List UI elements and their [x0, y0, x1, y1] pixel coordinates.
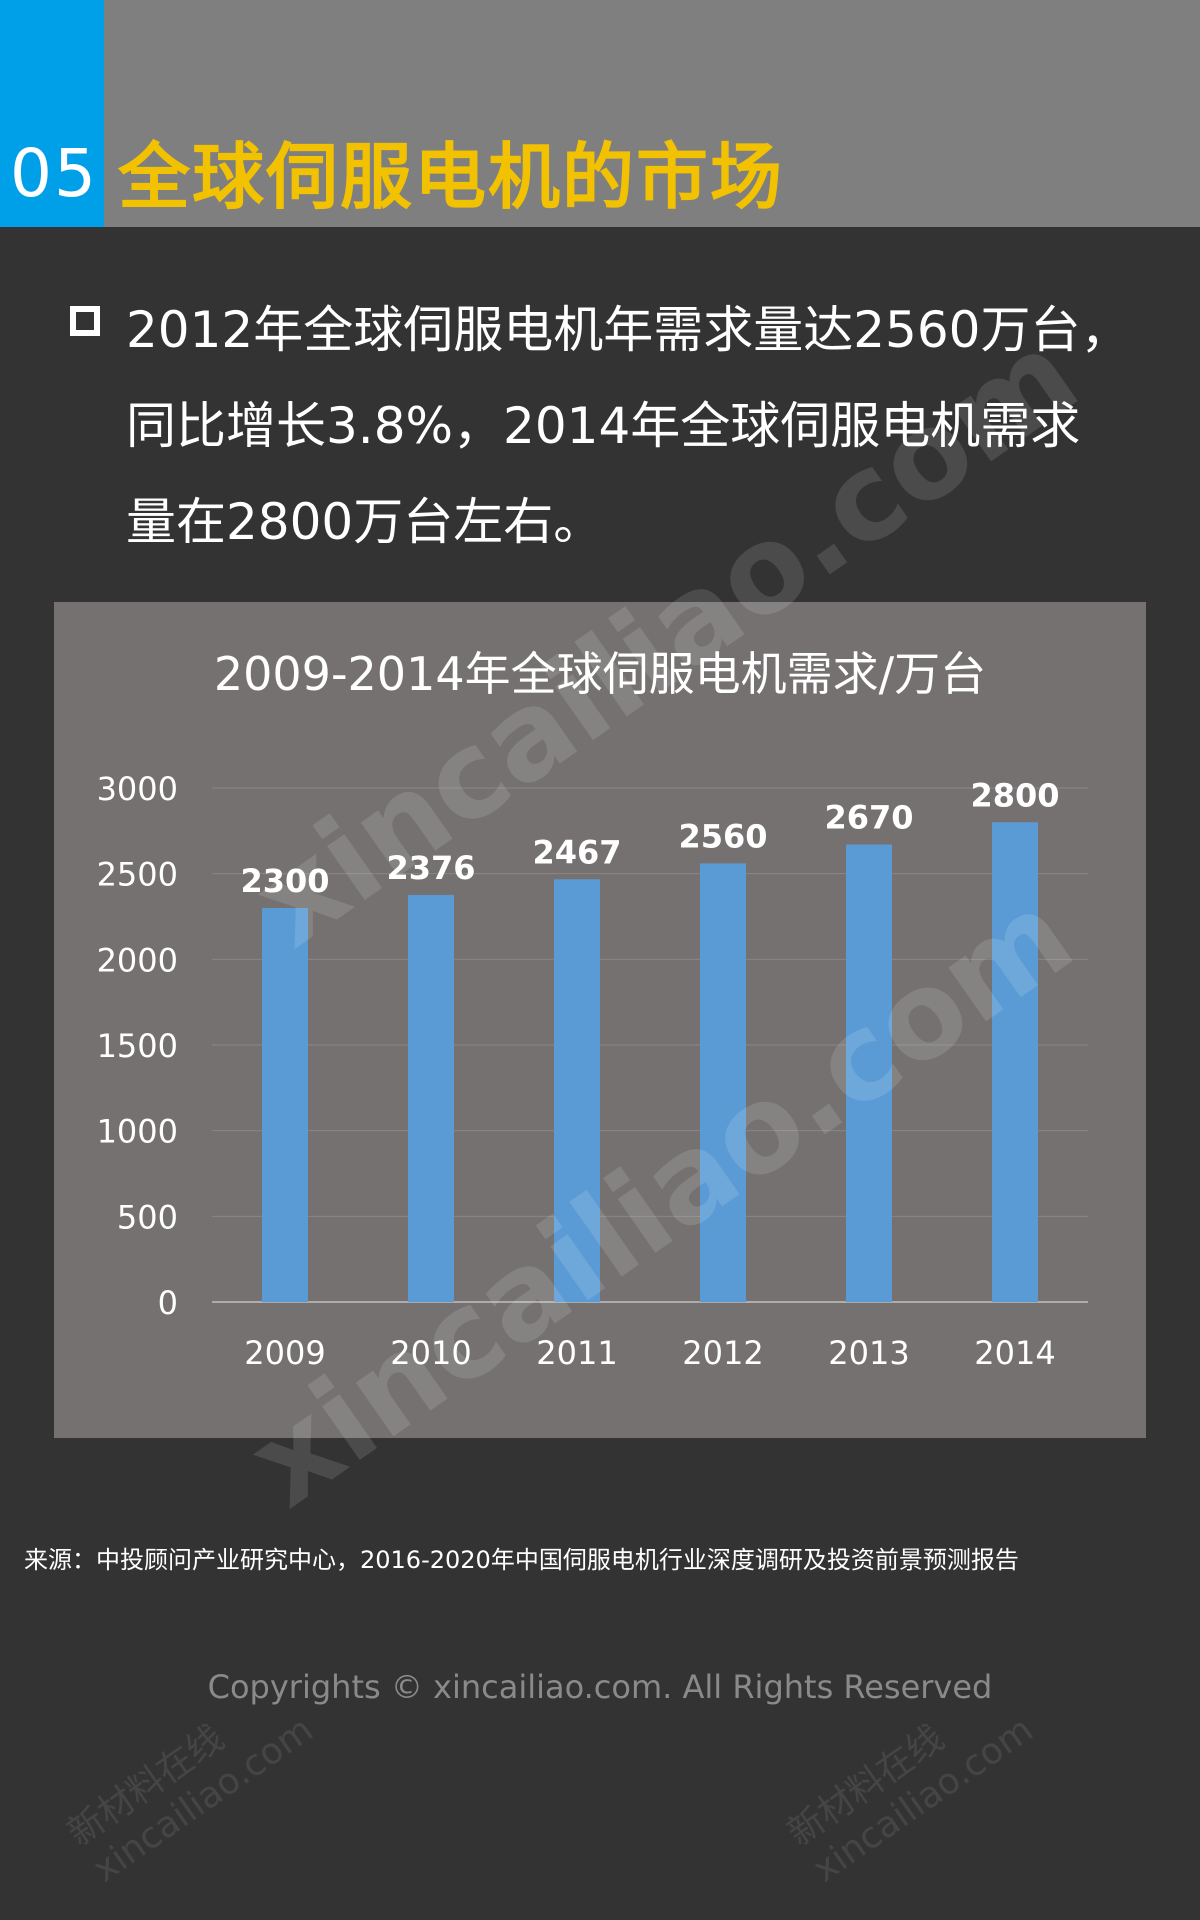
copyright-text: Copyrights © xincailiao.com. All Rights …: [207, 1668, 993, 1706]
bar: [992, 822, 1038, 1302]
header-bar: 05 全球伺服电机的市场: [0, 0, 1200, 227]
source-note: 来源：中投顾问产业研究中心，2016-2020年中国伺服电机行业深度调研及投资前…: [24, 1546, 1019, 1574]
y-tick-label: 500: [117, 1198, 178, 1236]
bar-chart: 2009-2014年全球伺服电机需求/万台 0 500 1000 1500 2000 250…: [97, 647, 1088, 1372]
x-tick-label: 2011: [536, 1334, 617, 1372]
hollow-square-icon: [70, 306, 100, 336]
chart-panel: 2009-2014年全球伺服电机需求/万台 0 500 1000 1500 2000 250…: [54, 602, 1146, 1438]
section-number: 05: [10, 135, 98, 212]
y-tick-label: 1000: [97, 1113, 178, 1151]
x-tick-label: 2013: [828, 1334, 909, 1372]
y-tick-label: 3000: [97, 770, 178, 808]
y-tick-label: 2000: [97, 941, 178, 979]
y-tick-label: 1500: [97, 1027, 178, 1065]
bar: [408, 894, 454, 1302]
x-tick-label: 2014: [974, 1334, 1055, 1372]
intro-text: 2012年全球伺服电机年需求量达2560万台， 同比增长3.8%，2014年全球…: [126, 301, 1131, 551]
bar: [554, 879, 600, 1302]
page-title: 全球伺服电机的市场: [118, 135, 785, 219]
section-number-block: 05: [0, 0, 104, 227]
x-tick-label: 2012: [682, 1334, 763, 1372]
x-tick-label: 2009: [244, 1334, 325, 1372]
y-tick-label: 0: [158, 1284, 178, 1322]
data-label: 2670: [824, 799, 913, 837]
bar: [846, 844, 892, 1302]
y-tick-label: 2500: [97, 856, 178, 894]
x-tick-label: 2010: [390, 1334, 471, 1372]
data-label: 2560: [678, 817, 767, 855]
data-label: 2800: [970, 776, 1059, 814]
data-label: 2300: [240, 862, 329, 900]
bar: [262, 907, 308, 1302]
bar: [700, 863, 746, 1302]
data-label: 2376: [386, 849, 475, 887]
data-label: 2467: [532, 833, 621, 871]
watermark-small-1-line2: xincailiao.com: [85, 1709, 321, 1891]
chart-title: 2009-2014年全球伺服电机需求/万台: [214, 647, 986, 701]
watermark-small-2-line2: xincailiao.com: [805, 1709, 1041, 1891]
